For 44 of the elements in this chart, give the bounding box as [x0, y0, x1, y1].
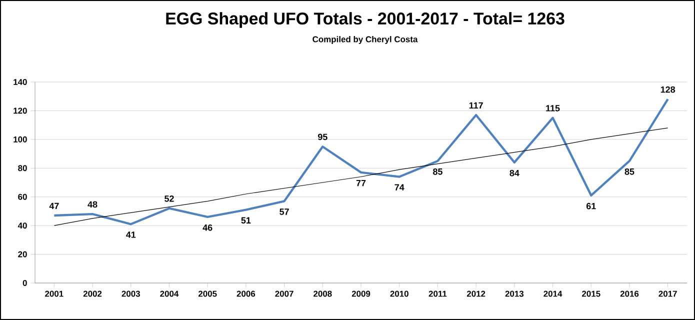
- x-tick-label: 2001: [45, 290, 64, 297]
- data-label: 51: [241, 217, 251, 224]
- y-tick-label: 140: [14, 79, 27, 85]
- data-label: 128: [660, 86, 676, 93]
- y-tick-label: 0: [22, 280, 27, 286]
- data-label: 47: [49, 202, 59, 210]
- data-label: 57: [280, 208, 289, 215]
- y-tick-label: 80: [18, 165, 27, 172]
- x-tick-label: 2014: [544, 290, 562, 297]
- y-tick-label: 40: [18, 222, 27, 229]
- data-label: 117: [469, 102, 483, 109]
- y-tick-label: 100: [14, 136, 27, 142]
- data-label: 84: [510, 170, 520, 176]
- y-tick-label: 60: [18, 194, 27, 200]
- x-tick-label: 2011: [428, 290, 447, 297]
- x-tick-label: 2004: [160, 290, 179, 297]
- data-label: 46: [202, 224, 212, 231]
- x-tick-label: 2002: [83, 290, 102, 297]
- x-tick-label: 2009: [352, 290, 370, 297]
- y-tick-label: 20: [18, 251, 27, 258]
- y-tick-label: 120: [14, 108, 27, 114]
- data-label: 85: [624, 168, 634, 175]
- x-tick-label: 2013: [505, 290, 524, 297]
- x-tick-label: 2005: [198, 290, 217, 297]
- x-tick-label: 2012: [466, 290, 486, 297]
- x-tick-label: 2003: [122, 290, 140, 297]
- data-label: 85: [433, 168, 442, 175]
- data-label: 41: [126, 232, 136, 238]
- data-label: 48: [88, 201, 98, 208]
- x-tick-label: 2016: [620, 290, 639, 297]
- data-label: 77: [356, 180, 366, 186]
- data-label: 74: [394, 184, 404, 190]
- x-tick-label: 2010: [390, 290, 408, 297]
- x-tick-label: 2015: [582, 290, 600, 297]
- data-label: 52: [164, 195, 174, 202]
- data-label: 95: [318, 134, 328, 140]
- chart-title: EGG Shaped UFO Totals - 2001-2017 - Total= 1263: [166, 12, 564, 28]
- x-tick-label: 2006: [236, 290, 256, 297]
- x-tick-label: 2007: [275, 290, 294, 297]
- data-label: 115: [546, 105, 560, 112]
- data-label: 61: [586, 202, 596, 210]
- x-tick-label: 2017: [658, 290, 677, 297]
- x-tick-label: 2008: [314, 290, 332, 297]
- chart-subtitle: Compiled by Cheryl Costa: [312, 36, 418, 44]
